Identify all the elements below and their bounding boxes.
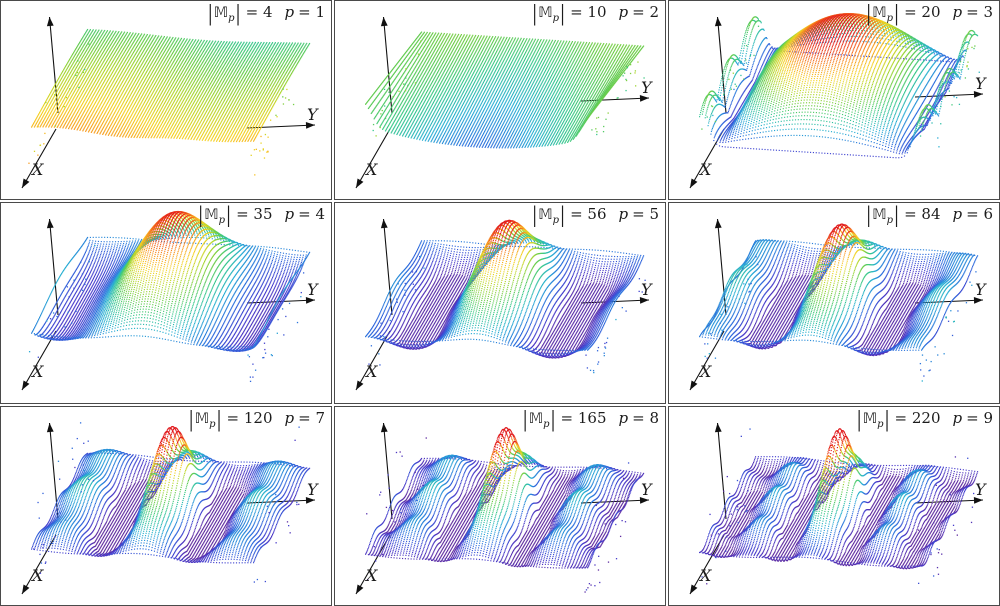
panel-label-p2: |𝕄p| = 10 p = 2	[531, 0, 659, 27]
surface-panel-p7: |𝕄p| = 120 p = 7	[0, 406, 332, 606]
mp-symbol: 𝕄	[872, 207, 887, 223]
mp-subscript: p	[543, 419, 550, 430]
mp-subscript: p	[228, 13, 235, 24]
mp-subscript: p	[552, 13, 559, 24]
surface-panel-p2: |𝕄p| = 10 p = 2	[334, 0, 666, 200]
abs-bar-right: |	[884, 406, 890, 433]
abs-bar-right: |	[560, 202, 566, 229]
abs-bar-right: |	[226, 202, 232, 229]
surface-plot-canvas-p3	[669, 1, 999, 199]
p-value: = 2	[632, 3, 659, 21]
surface-panel-p3: |𝕄p| = 20 p = 3	[668, 0, 1000, 200]
mp-symbol: 𝕄	[204, 207, 219, 223]
panel-label-p4: |𝕄p| = 35 p = 4	[197, 202, 325, 229]
panel-label-p1: |𝕄p| = 4 p = 1	[207, 0, 325, 27]
mp-value: = 10	[570, 3, 607, 21]
p-symbol: p	[618, 205, 629, 223]
panel-label-p5: |𝕄p| = 56 p = 5	[531, 202, 659, 229]
panel-label-p6: |𝕄p| = 84 p = 6	[865, 202, 993, 229]
abs-bar-left: |	[522, 406, 528, 433]
p-value: = 1	[298, 3, 325, 21]
abs-bar-left: |	[188, 406, 194, 433]
mp-subscript: p	[218, 215, 225, 226]
p-value: = 5	[632, 205, 659, 223]
mp-subscript: p	[552, 215, 559, 226]
p-symbol: p	[952, 205, 963, 223]
p-symbol: p	[284, 205, 295, 223]
mp-symbol: 𝕄	[872, 5, 887, 21]
mp-symbol: 𝕄	[538, 207, 553, 223]
abs-bar-left: |	[866, 202, 872, 229]
mp-value: = 120	[226, 409, 273, 427]
surface-plot-canvas-p5	[335, 203, 665, 403]
mp-value: = 220	[894, 409, 941, 427]
surface-panel-p5: |𝕄p| = 56 p = 5	[334, 202, 666, 404]
abs-bar-left: |	[207, 0, 213, 27]
surface-panel-p6: |𝕄p| = 84 p = 6	[668, 202, 1000, 404]
abs-bar-left: |	[198, 202, 204, 229]
p-value: = 4	[298, 205, 325, 223]
surface-plot-canvas-p2	[335, 1, 665, 199]
surface-panel-p1: |𝕄p| = 4 p = 1	[0, 0, 332, 200]
mp-value: = 84	[904, 205, 941, 223]
mp-value: = 165	[560, 409, 607, 427]
panel-label-p7: |𝕄p| = 120 p = 7	[188, 406, 325, 433]
abs-bar-left: |	[856, 406, 862, 433]
panel-label-p9: |𝕄p| = 220 p = 9	[856, 406, 993, 433]
mp-value: = 56	[570, 205, 607, 223]
mp-subscript: p	[877, 419, 884, 430]
mp-value: = 4	[245, 3, 273, 21]
abs-bar-right: |	[235, 0, 241, 27]
mp-subscript: p	[886, 215, 893, 226]
p-symbol: p	[618, 3, 629, 21]
surface-panel-p9: |𝕄p| = 220 p = 9	[668, 406, 1000, 606]
abs-bar-left: |	[532, 202, 538, 229]
mp-subscript: p	[886, 13, 893, 24]
p-symbol: p	[952, 409, 963, 427]
surface-plot-canvas-p1	[1, 1, 331, 199]
abs-bar-right: |	[894, 202, 900, 229]
abs-bar-right: |	[550, 406, 556, 433]
mp-symbol: 𝕄	[528, 411, 544, 427]
mp-subscript: p	[209, 419, 216, 430]
surface-plot-canvas-p4	[1, 203, 331, 403]
surface-plot-canvas-p9	[669, 407, 999, 605]
p-symbol: p	[284, 3, 295, 21]
mp-value: = 35	[236, 205, 273, 223]
mp-symbol: 𝕄	[862, 411, 878, 427]
p-value: = 3	[966, 3, 993, 21]
abs-bar-right: |	[216, 406, 222, 433]
panel-label-p3: |𝕄p| = 20 p = 3	[865, 0, 993, 27]
surface-plot-canvas-p8	[335, 407, 665, 605]
surface-panel-p8: |𝕄p| = 165 p = 8	[334, 406, 666, 606]
surface-plot-canvas-p6	[669, 203, 999, 403]
p-value: = 6	[966, 205, 993, 223]
mp-symbol: 𝕄	[213, 5, 229, 21]
p-value: = 7	[298, 409, 325, 427]
panel-label-p8: |𝕄p| = 165 p = 8	[522, 406, 659, 433]
mp-symbol: 𝕄	[194, 411, 210, 427]
p-symbol: p	[618, 409, 629, 427]
p-symbol: p	[952, 3, 963, 21]
p-symbol: p	[284, 409, 295, 427]
mp-value: = 20	[904, 3, 941, 21]
p-value: = 8	[632, 409, 659, 427]
surface-panel-p4: |𝕄p| = 35 p = 4	[0, 202, 332, 404]
abs-bar-right: |	[894, 0, 900, 27]
surface-plot-canvas-p7	[1, 407, 331, 605]
abs-bar-left: |	[532, 0, 538, 27]
abs-bar-left: |	[866, 0, 872, 27]
abs-bar-right: |	[560, 0, 566, 27]
p-value: = 9	[966, 409, 993, 427]
mp-symbol: 𝕄	[538, 5, 553, 21]
